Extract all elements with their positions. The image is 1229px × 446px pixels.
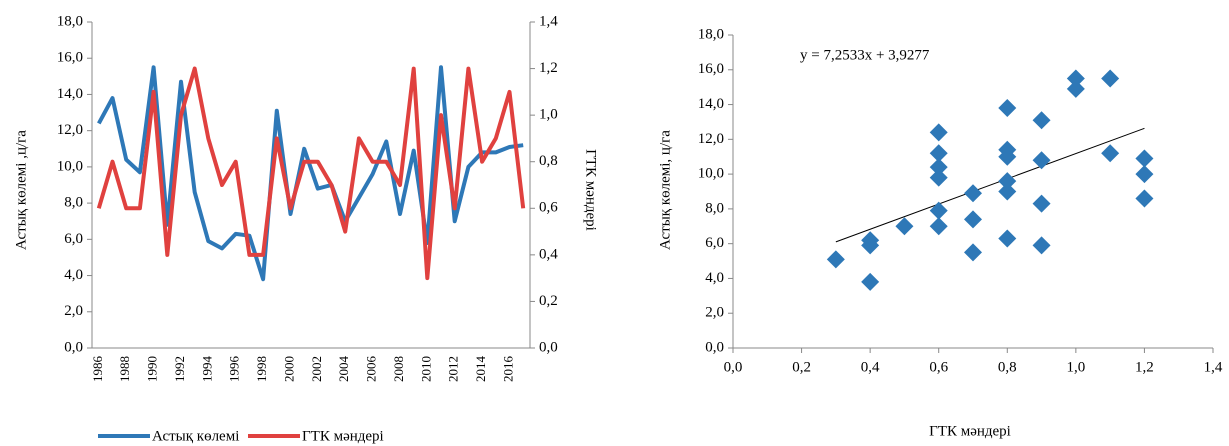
scatter-point — [929, 158, 948, 177]
y2-tick-label: 0,8 — [539, 153, 558, 169]
x-tick-label: 1992 — [172, 356, 187, 382]
scatter-point — [964, 184, 982, 203]
x-tick-label: 1988 — [117, 356, 132, 382]
scatter-point — [998, 229, 1017, 248]
scatter-point — [1135, 165, 1154, 184]
legend-label: Астық көлемі — [152, 428, 239, 444]
y-axis-title: Астық көлемі ,ц/га — [13, 130, 29, 250]
y-tick-label: 6,0 — [64, 231, 83, 247]
y2-tick-label: 1,0 — [539, 107, 558, 123]
scatter-point — [998, 99, 1017, 118]
scatter-point — [861, 236, 880, 255]
x-tick-label: 2008 — [391, 356, 406, 382]
y-axis-title: Астық көлемі, ц/га — [657, 130, 673, 250]
trendline — [835, 127, 1145, 243]
x-tick-label: 1,4 — [1204, 359, 1223, 375]
x-tick-label: 2004 — [336, 356, 351, 383]
scatter-point — [998, 182, 1017, 201]
x-tick-label: 1996 — [227, 356, 242, 383]
y2-tick-label: 0,6 — [539, 200, 558, 216]
scatter-point — [998, 172, 1017, 191]
x-tick-label: 2010 — [418, 356, 433, 382]
y2-tick-label: 0,0 — [539, 339, 558, 355]
scatter-point — [929, 144, 948, 163]
scatter-point — [1032, 151, 1051, 170]
y-tick-label: 6,0 — [705, 235, 724, 251]
scatter-point — [861, 272, 880, 291]
scatter-point — [1066, 79, 1085, 98]
y-tick-label: 8,0 — [64, 195, 83, 211]
scatter-point — [964, 210, 982, 229]
scatter-point — [1101, 144, 1120, 163]
y-tick-label: 4,0 — [705, 270, 724, 286]
scatter-point — [1135, 149, 1154, 168]
y-tick-label: 18,0 — [57, 13, 83, 29]
scatter-point — [826, 250, 845, 269]
y-tick-label: 18,0 — [698, 26, 724, 42]
y-tick-label: 12,0 — [698, 131, 724, 147]
y2-tick-label: 0,2 — [539, 293, 558, 309]
y2-axis-title: ГТК мәндері — [583, 149, 599, 231]
y-tick-label: 4,0 — [64, 267, 83, 283]
scatter-point — [929, 201, 948, 220]
scatter-point — [929, 123, 948, 142]
y-tick-label: 16,0 — [57, 50, 83, 66]
y-tick-label: 8,0 — [705, 200, 724, 216]
y2-tick-label: 1,4 — [539, 13, 558, 29]
scatter-point — [929, 217, 948, 236]
y2-tick-label: 1,2 — [539, 60, 558, 76]
y-tick-label: 0,0 — [64, 339, 83, 355]
x-tick-label: 0,4 — [861, 359, 880, 375]
x-tick-label: 1990 — [145, 356, 160, 382]
x-tick-label: 0,0 — [724, 359, 743, 375]
scatter-point — [1101, 69, 1120, 88]
legend-label: ГТК мәндері — [302, 428, 384, 444]
scatter-point — [1032, 236, 1051, 255]
x-tick-label: 0,8 — [998, 359, 1017, 375]
y-tick-label: 10,0 — [57, 158, 83, 174]
x-tick-label: 2002 — [309, 356, 324, 382]
y-tick-label: 14,0 — [57, 86, 83, 102]
y-tick-label: 0,0 — [705, 339, 724, 355]
x-tick-label: 1998 — [254, 356, 269, 382]
scatter-point — [998, 147, 1017, 166]
scatter-point — [895, 217, 914, 236]
x-tick-label: 1,0 — [1066, 359, 1085, 375]
x-tick-label: 1986 — [90, 356, 105, 383]
scatter-point — [1066, 69, 1085, 88]
y-tick-label: 14,0 — [698, 96, 724, 112]
x-tick-label: 2014 — [473, 356, 488, 383]
x-axis-title: ГТК мәндері — [929, 423, 1011, 439]
y-tick-label: 10,0 — [698, 166, 724, 182]
x-tick-label: 2006 — [364, 356, 379, 383]
scatter-point — [1032, 194, 1051, 213]
scatter-point — [1032, 111, 1051, 130]
trendline-equation: y = 7,2533x + 3,9277 — [800, 47, 930, 63]
y-tick-label: 16,0 — [698, 61, 724, 77]
x-tick-label: 2000 — [281, 356, 296, 382]
scatter-point — [929, 168, 948, 187]
x-tick-label: 0,2 — [792, 359, 811, 375]
x-tick-label: 1,2 — [1135, 359, 1154, 375]
y-tick-label: 2,0 — [64, 303, 83, 319]
x-tick-label: 0,6 — [929, 359, 948, 375]
y2-tick-label: 0,4 — [539, 246, 558, 262]
scatter-point — [964, 243, 982, 262]
y-tick-label: 2,0 — [705, 305, 724, 321]
x-tick-label: 2016 — [500, 356, 515, 383]
scatter-point — [1135, 189, 1154, 208]
x-tick-label: 2012 — [446, 356, 461, 382]
x-tick-label: 1994 — [199, 356, 214, 383]
series-line — [96, 66, 526, 281]
y-tick-label: 12,0 — [57, 122, 83, 138]
